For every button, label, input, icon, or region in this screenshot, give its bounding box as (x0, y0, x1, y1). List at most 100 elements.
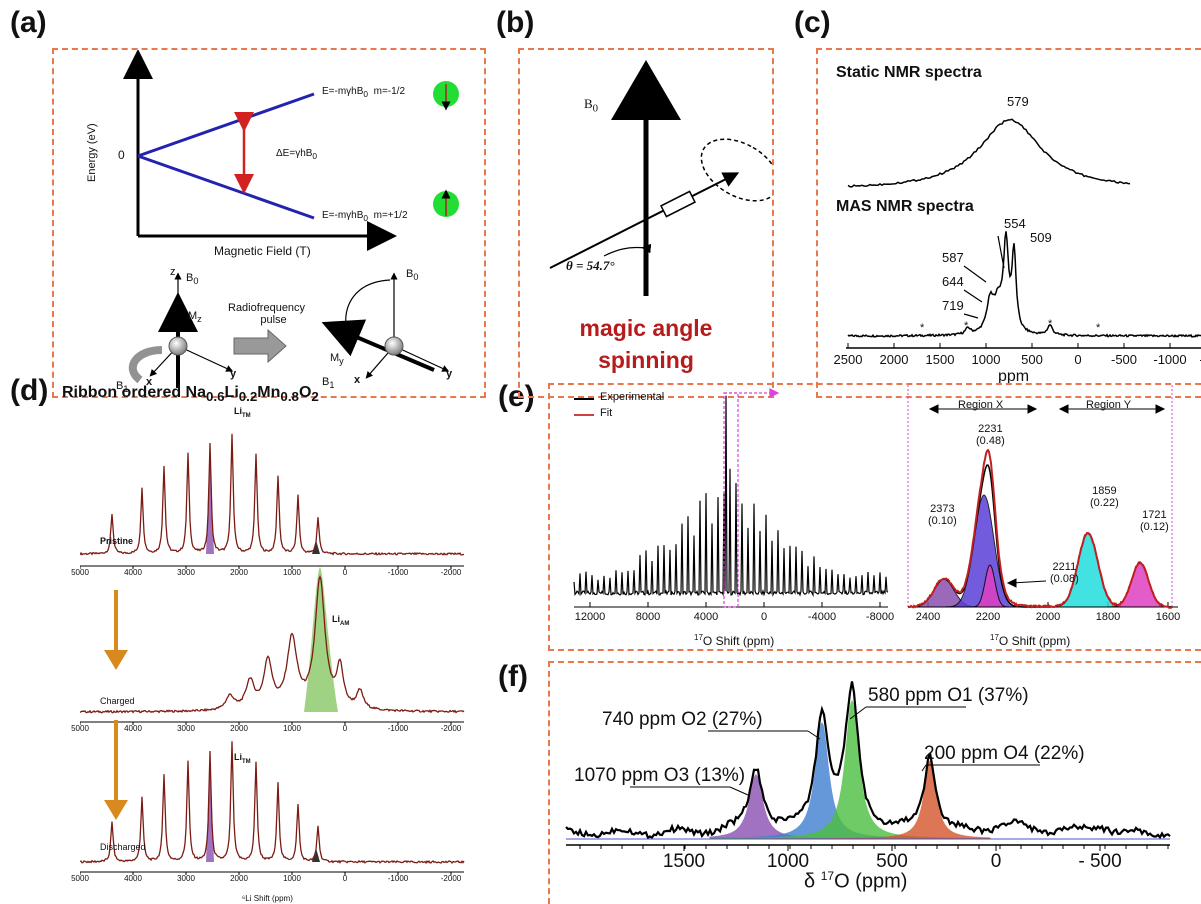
label-leader-lines (630, 706, 1040, 796)
delta-tick-label: - 500 (1078, 851, 1122, 872)
static-spectrum-line (847, 118, 1131, 188)
li-shift-tick-label: 1000 (283, 724, 301, 733)
legend-fit: Fit (600, 407, 613, 419)
experimental-zoom-line (907, 448, 1173, 609)
z-axis-label: z (170, 266, 176, 278)
region-arrows (928, 404, 1166, 588)
panel-d-spectra (80, 433, 465, 875)
ppm-axis-label: ppm (998, 368, 1030, 385)
panel-c-frame: Static NMR spectra 579 MAS NMR spectra 5… (816, 48, 1201, 398)
spinning-sideband-star: * (920, 322, 925, 334)
left-shift-tick-label: 4000 (693, 611, 719, 623)
delta-tick-label: 0 (990, 851, 1002, 872)
mas-peak-587: 587 (942, 250, 964, 265)
ppm-tick-label: 500 (1021, 352, 1043, 367)
mas-peak-554: 554 (1004, 216, 1026, 231)
li-shift-tick-label: 0 (342, 568, 348, 577)
rotor-axis (549, 172, 740, 269)
region-y-label: Region Y (1086, 399, 1132, 411)
static-spectra-title: Static NMR spectra (836, 64, 982, 81)
rf-pulse-label: Radiofrequency pulse (228, 302, 306, 326)
li-shift-tick-label: 5000 (71, 568, 89, 577)
delta-e-label: ΔE=γhB0 (276, 148, 318, 161)
li-shift-tick-label: 4000 (124, 568, 142, 577)
o3-label: 1070 ppm O3 (13%) (574, 765, 746, 786)
my-label: My (330, 352, 344, 367)
li-shift-tick-label: 2000 (230, 568, 248, 577)
panel-e-spectra (573, 385, 1178, 609)
spinning-sideband-star: * (1048, 318, 1053, 330)
right-shift-axis-label: 17O Shift (ppm) (990, 633, 1071, 648)
b0-label-before: B0 (186, 272, 199, 287)
peak-pointer-arrows (963, 235, 1005, 319)
li-shift-tick-label: 5000 (71, 874, 89, 883)
o2-label: 740 ppm O2 (27%) (602, 709, 763, 730)
state-label-pristine: Pristine (100, 536, 134, 546)
left-shift-tick-label: 0 (760, 611, 768, 623)
lower-level-line (137, 154, 315, 220)
li-shift-tick-label: 5000 (71, 724, 89, 733)
mz-label: Mz (188, 310, 202, 325)
spinning-sideband-star: * (1096, 322, 1101, 334)
panel-f-label: (f) (498, 660, 528, 693)
panel-f-frame: 580 ppm O1 (37%) 740 ppm O2 (27%) 1070 p… (548, 661, 1201, 904)
panel-a-label: (a) (10, 6, 47, 39)
zeeman-diagram (123, 50, 459, 388)
b1-label-after: B1 (322, 376, 335, 391)
ppm-ticks (847, 343, 1171, 348)
panel-c-label: (c) (794, 6, 831, 39)
li-am-fit-area (304, 567, 338, 712)
ppm-tick-label: 1500 (925, 352, 955, 367)
mas-caption: magic angle spinning (579, 315, 713, 373)
y-axis-label-after: y (446, 368, 453, 380)
panel-b-label: (b) (496, 6, 535, 39)
li-shift-axis-label: ⁶Li Shift (ppm) (242, 894, 293, 903)
lower-level-label: E=-mγhB0 m=+1/2 (322, 210, 408, 223)
li6-spectrum-line (80, 741, 465, 865)
li-shift-tick-label: -2000 (440, 874, 462, 883)
li6-spectrum-line (80, 433, 465, 556)
li-am-label: LiAM (332, 614, 350, 627)
panel-c-spectra (846, 118, 1201, 349)
mas-spectrum-line (847, 231, 1201, 338)
lab-frame-before (128, 272, 234, 388)
li-shift-tick-label: 4000 (124, 724, 142, 733)
spinning-sideband-star: * (964, 320, 969, 332)
li-shift-tick-label: -2000 (440, 724, 462, 733)
ppm-tick-label: -500 (1110, 352, 1138, 367)
li-shift-tick-label: 2000 (230, 874, 248, 883)
delta-tick-label: 500 (876, 851, 908, 872)
right-shift-tick-label: 2200 (975, 611, 1001, 623)
li-shift-tick-label: -1000 (387, 724, 409, 733)
energy-axis-label: Energy (eV) (86, 123, 98, 182)
li-shift-tick-label: 0 (342, 724, 348, 733)
right-shift-tick-label: 1600 (1155, 611, 1181, 623)
state-arrows (104, 590, 128, 820)
peak-2373-label: 2373 (0.10) (928, 503, 957, 527)
peak-1721-label: 1721 (0.12) (1140, 509, 1169, 533)
left-shift-tick-label: -8000 (865, 611, 895, 623)
upper-level-line (137, 92, 315, 158)
peak-2211-label: 2211 (0.08) (1050, 561, 1079, 585)
x-axis-label-before: x (146, 376, 153, 388)
panel-e-frame: Experimental Fit 12000 8000 4000 0 -4000 -800… (548, 383, 1201, 651)
li-tm-label-discharged: LiTM (234, 752, 251, 765)
peak-1859-label: 1859 (0.22) (1090, 485, 1119, 509)
mas-spectra-title: MAS NMR spectra (836, 198, 974, 215)
li-shift-tick-label: 1000 (283, 874, 301, 883)
left-shift-tick-label: -4000 (807, 611, 837, 623)
legend-experimental: Experimental (600, 391, 665, 403)
b0-label: B0 (584, 96, 599, 115)
angle-arc (603, 243, 652, 257)
ppm-tick-label: -1000 (1153, 352, 1187, 367)
delta-tick-label: 1500 (662, 851, 706, 872)
experimental-spectrum-line (573, 395, 889, 598)
right-shift-tick-label: 2400 (915, 611, 941, 623)
li-shift-tick-label: -2000 (440, 568, 462, 577)
li-shift-tick-label: 1000 (283, 568, 301, 577)
li-shift-tick-label: 0 (342, 874, 348, 883)
down-arrow-icon (104, 800, 128, 820)
field-axis-label: Magnetic Field (T) (214, 244, 311, 258)
state-label-charged: Charged (100, 696, 135, 706)
panel-d-title: Ribbon ordered Na0.6Li0.2Mn0.8O2 (62, 384, 319, 405)
